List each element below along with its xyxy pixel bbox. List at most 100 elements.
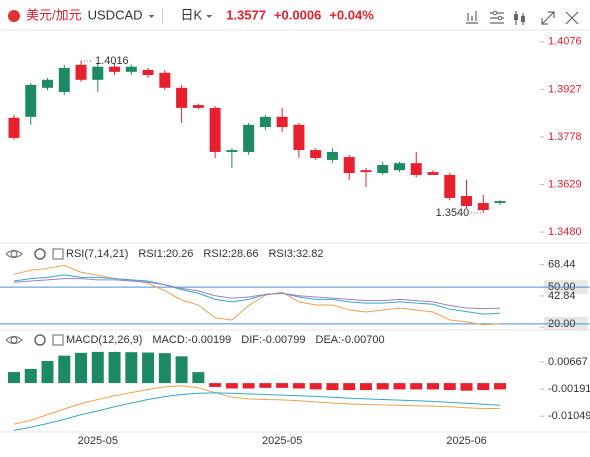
candle-body <box>427 172 439 175</box>
candle-body <box>159 72 171 88</box>
histogram-bar <box>477 383 490 391</box>
histogram-bar <box>427 383 439 390</box>
visibility-icon[interactable] <box>10 250 18 258</box>
candle-body <box>58 67 70 92</box>
candle-body <box>75 64 87 80</box>
legend-entry: DEA:-0.00700 <box>316 334 385 346</box>
y-tick-label: -0.01049 <box>548 410 590 422</box>
histogram-bar <box>125 352 138 384</box>
histogram-bar <box>58 355 71 384</box>
candle-body <box>377 165 389 174</box>
settings-icon[interactable] <box>34 334 46 346</box>
histogram-bar <box>41 361 54 384</box>
y-tick-label: 0.00667 <box>548 356 588 368</box>
candle-type-button[interactable] <box>514 11 525 25</box>
indicator-line <box>13 392 501 431</box>
indicator-line <box>13 274 501 315</box>
histogram-bar <box>410 383 423 390</box>
price: 1.3577 <box>226 7 266 22</box>
x-tick-label: 2025-05 <box>78 435 118 447</box>
indicator-title[interactable]: MACD(12,26,9) <box>66 334 142 346</box>
candle-body <box>461 196 473 206</box>
y-tick-label: 1.3927 <box>548 83 582 95</box>
candle-body <box>209 107 221 152</box>
settings-icon[interactable] <box>34 248 46 260</box>
candle-body <box>410 163 422 175</box>
indicator-title[interactable]: RSI(7,14,21) <box>66 248 128 260</box>
dropdown-arrow[interactable] <box>206 15 213 18</box>
histogram-bar <box>91 351 104 384</box>
candle-body <box>310 150 322 159</box>
candle-body <box>360 170 372 173</box>
candle-body <box>477 203 489 211</box>
histogram-bar <box>309 383 322 390</box>
candle-body <box>226 150 238 152</box>
symbol[interactable]: USDCAD <box>88 7 143 22</box>
histogram-bar <box>443 383 456 391</box>
histogram-bar <box>276 383 289 388</box>
legend-entry: RSI3:32.82 <box>268 248 323 260</box>
toolbar <box>466 10 579 25</box>
candle-body <box>192 105 204 108</box>
histogram-bar <box>494 383 507 390</box>
histogram-bar <box>142 352 155 384</box>
candle-body <box>25 84 37 117</box>
candle-body <box>393 163 405 171</box>
histogram-bar <box>175 356 188 384</box>
indicator-icon[interactable] <box>52 334 64 346</box>
indicator-line <box>13 385 501 425</box>
pair-name: 美元/加元 <box>26 7 82 22</box>
candle-body <box>42 79 54 88</box>
legend-entry: MACD:-0.00199 <box>152 334 231 346</box>
visibility-icon[interactable] <box>5 336 23 344</box>
high-label: 1.4016 <box>95 55 129 67</box>
settings-button[interactable] <box>490 10 504 24</box>
histogram-bar <box>209 383 222 387</box>
candle-body <box>293 124 305 151</box>
y-tick-label: 1.3480 <box>548 226 582 238</box>
histogram-bar <box>292 383 305 389</box>
y-tick-label: 1.4076 <box>548 36 582 48</box>
change-percent: +0.04% <box>329 7 374 22</box>
legend-entry: RSI2:28.66 <box>203 248 258 260</box>
histogram-bar <box>75 352 88 384</box>
dropdown-arrow[interactable] <box>148 15 155 18</box>
histogram-bar <box>343 383 356 391</box>
legend-entry: DIF:-0.00799 <box>241 334 305 346</box>
candle-body <box>276 116 288 128</box>
legend-entry: RSI1:20.26 <box>138 248 193 260</box>
fullscreen-button[interactable] <box>541 11 555 25</box>
indicator-icon[interactable] <box>52 248 64 260</box>
indicator-button[interactable] <box>466 11 478 24</box>
histogram-bar <box>259 383 272 388</box>
histogram-bar <box>460 383 473 391</box>
period[interactable]: 日K <box>181 7 203 22</box>
candle-body <box>259 116 271 128</box>
y-tick-label: 68.44 <box>548 259 576 271</box>
histogram-bar <box>108 351 121 384</box>
candle-body <box>494 201 506 204</box>
histogram-bar <box>393 383 406 390</box>
x-tick-label: 2025-06 <box>446 435 486 447</box>
candle-body <box>243 124 255 152</box>
candle-body <box>176 87 188 108</box>
histogram-bar <box>376 383 389 390</box>
visibility-icon[interactable] <box>10 336 18 344</box>
x-tick-label: 2025-05 <box>262 435 302 447</box>
visibility-icon[interactable] <box>5 250 23 258</box>
histogram-bar <box>242 383 255 389</box>
histogram-bar <box>359 383 372 391</box>
candle-body <box>326 151 338 160</box>
y-tick-label: 42.84 <box>548 290 576 302</box>
close-button[interactable] <box>565 11 579 25</box>
candle-body <box>444 174 456 198</box>
histogram-bar <box>326 383 339 391</box>
histogram-bar <box>158 353 171 384</box>
candle-body <box>8 117 20 138</box>
y-tick-label: 1.3629 <box>548 178 582 190</box>
change: +0.0006 <box>274 7 321 22</box>
y-tick-label: -0.00191 <box>548 383 590 395</box>
flag-icon <box>8 10 20 22</box>
candle-body <box>125 66 137 72</box>
